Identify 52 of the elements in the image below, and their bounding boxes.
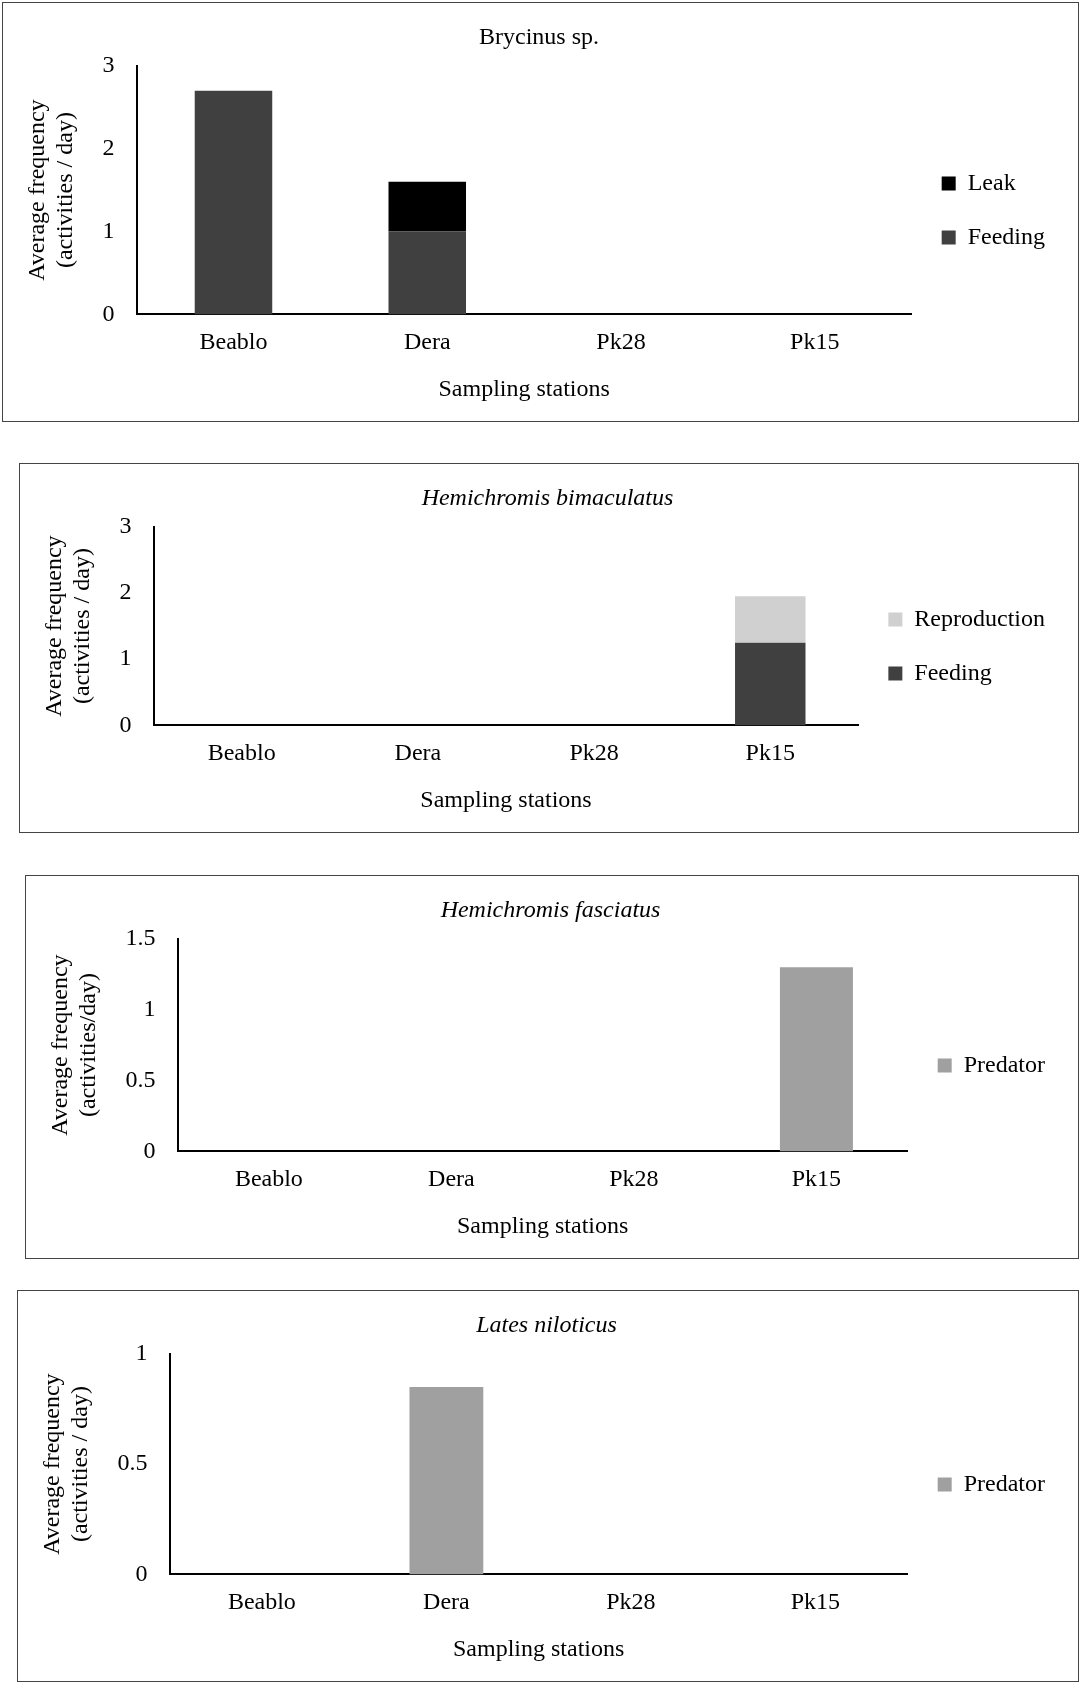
x-tick-label: Dera <box>423 1588 471 1615</box>
bar <box>388 231 467 315</box>
x-tick-label: Pk28 <box>609 1165 659 1192</box>
y-tick-label: 0 <box>119 710 132 737</box>
chart-title: Lates niloticus <box>475 1310 617 1337</box>
y-tick-label: 2 <box>119 578 132 605</box>
x-tick-label: Pk15 <box>745 739 795 766</box>
y-tick-label: 1 <box>119 644 132 671</box>
x-tick-label: Beablo <box>227 1588 296 1615</box>
chart-title: Brycinus sp. <box>479 22 599 49</box>
legend-label: Predator <box>963 1469 1046 1496</box>
y-axis-title: Average frequency (activities / day) <box>22 99 78 281</box>
x-axis-title: Sampling stations <box>438 374 610 401</box>
legend-label: Reproduction <box>914 604 1045 631</box>
x-tick-label: Pk15 <box>790 328 840 355</box>
x-tick-label: Pk28 <box>569 739 619 766</box>
y-tick-label: 1 <box>143 994 156 1021</box>
legend-label: Feeding <box>967 222 1046 249</box>
bar <box>194 90 273 315</box>
x-tick-label: Pk15 <box>790 1588 841 1615</box>
y-axis-title: Average frequency (activities/day) <box>45 954 101 1136</box>
x-tick-label: Dera <box>394 739 442 766</box>
x-tick-label: Beablo <box>234 1165 303 1192</box>
x-tick-label: Dera <box>428 1165 476 1192</box>
y-tick-label: 2 <box>102 133 115 160</box>
x-axis-title: Sampling stations <box>456 1211 629 1238</box>
y-tick-label: 0.5 <box>117 1449 148 1476</box>
y-tick-label: 3 <box>102 51 115 78</box>
y-tick-label: 1 <box>102 216 115 243</box>
x-axis-title: Sampling stations <box>420 785 592 812</box>
y-tick-label: 0 <box>102 299 115 326</box>
y-tick-label: 0 <box>135 1559 148 1586</box>
y-axis-title: Average frequency (activities / day) <box>39 535 95 717</box>
y-tick-label: 0 <box>143 1136 156 1163</box>
legend-label: Feeding <box>914 658 992 685</box>
y-axis-title: Average frequency (activities / day) <box>37 1373 93 1555</box>
x-tick-label: Pk28 <box>596 328 646 355</box>
x-tick-label: Dera <box>403 328 451 355</box>
x-tick-label: Beablo <box>207 739 276 766</box>
chart-title: Hemichromis bimaculatus <box>420 483 674 510</box>
x-tick-label: Pk28 <box>606 1588 656 1615</box>
y-tick-label: 3 <box>119 512 132 539</box>
y-tick-label: 1.5 <box>125 924 156 951</box>
chart-title: Hemichromis fasciatus <box>439 895 661 922</box>
x-tick-label: Beablo <box>199 328 268 355</box>
x-axis-title: Sampling stations <box>452 1634 625 1661</box>
y-tick-label: 0.5 <box>125 1065 156 1092</box>
y-tick-label: 1 <box>135 1339 148 1366</box>
legend-label: Leak <box>967 168 1016 195</box>
x-tick-label: Pk15 <box>791 1165 842 1192</box>
legend-label: Predator <box>963 1050 1046 1077</box>
bar <box>388 181 467 232</box>
